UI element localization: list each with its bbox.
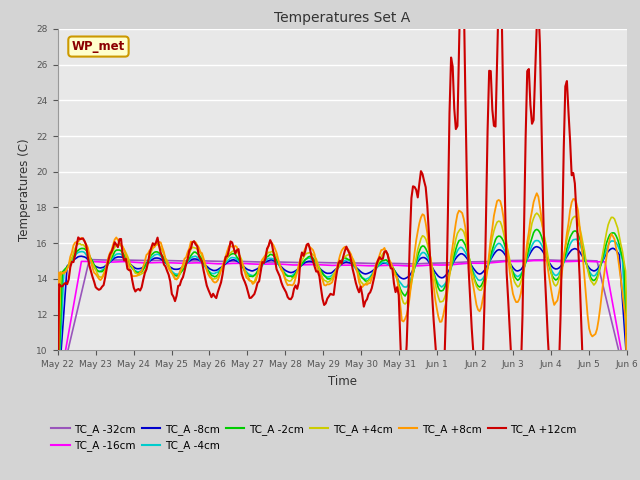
Y-axis label: Temperatures (C): Temperatures (C) xyxy=(18,138,31,241)
Title: Temperatures Set A: Temperatures Set A xyxy=(275,11,410,25)
X-axis label: Time: Time xyxy=(328,375,357,388)
Legend: TC_A -32cm, TC_A -16cm, TC_A -8cm, TC_A -4cm, TC_A -2cm, TC_A +4cm, TC_A +8cm, T: TC_A -32cm, TC_A -16cm, TC_A -8cm, TC_A … xyxy=(47,420,581,456)
Text: WP_met: WP_met xyxy=(72,40,125,53)
